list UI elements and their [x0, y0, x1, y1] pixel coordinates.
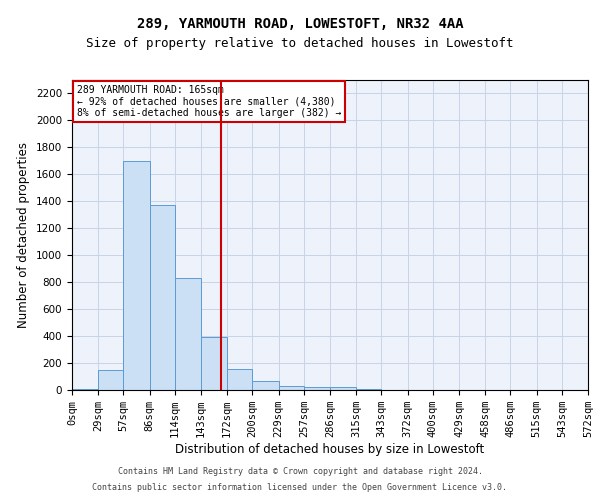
Bar	[149, 204, 175, 390]
Bar	[98, 370, 124, 390]
Bar	[330, 388, 356, 390]
Text: Contains public sector information licensed under the Open Government Licence v3: Contains public sector information licen…	[92, 484, 508, 492]
Text: Size of property relative to detached houses in Lowestoft: Size of property relative to detached ho…	[86, 38, 514, 51]
Y-axis label: Number of detached properties: Number of detached properties	[17, 142, 31, 328]
Bar	[278, 386, 304, 390]
Bar	[253, 381, 278, 390]
Bar	[72, 388, 98, 390]
X-axis label: Distribution of detached houses by size in Lowestoft: Distribution of detached houses by size …	[175, 443, 485, 456]
Bar	[227, 369, 253, 390]
Bar	[304, 386, 330, 390]
Text: 289, YARMOUTH ROAD, LOWESTOFT, NR32 4AA: 289, YARMOUTH ROAD, LOWESTOFT, NR32 4AA	[137, 18, 463, 32]
Bar	[201, 338, 227, 390]
Text: 289 YARMOUTH ROAD: 165sqm
← 92% of detached houses are smaller (4,380)
8% of sem: 289 YARMOUTH ROAD: 165sqm ← 92% of detac…	[77, 84, 341, 118]
Bar	[124, 161, 149, 390]
Bar	[175, 278, 201, 390]
Text: Contains HM Land Registry data © Crown copyright and database right 2024.: Contains HM Land Registry data © Crown c…	[118, 467, 482, 476]
